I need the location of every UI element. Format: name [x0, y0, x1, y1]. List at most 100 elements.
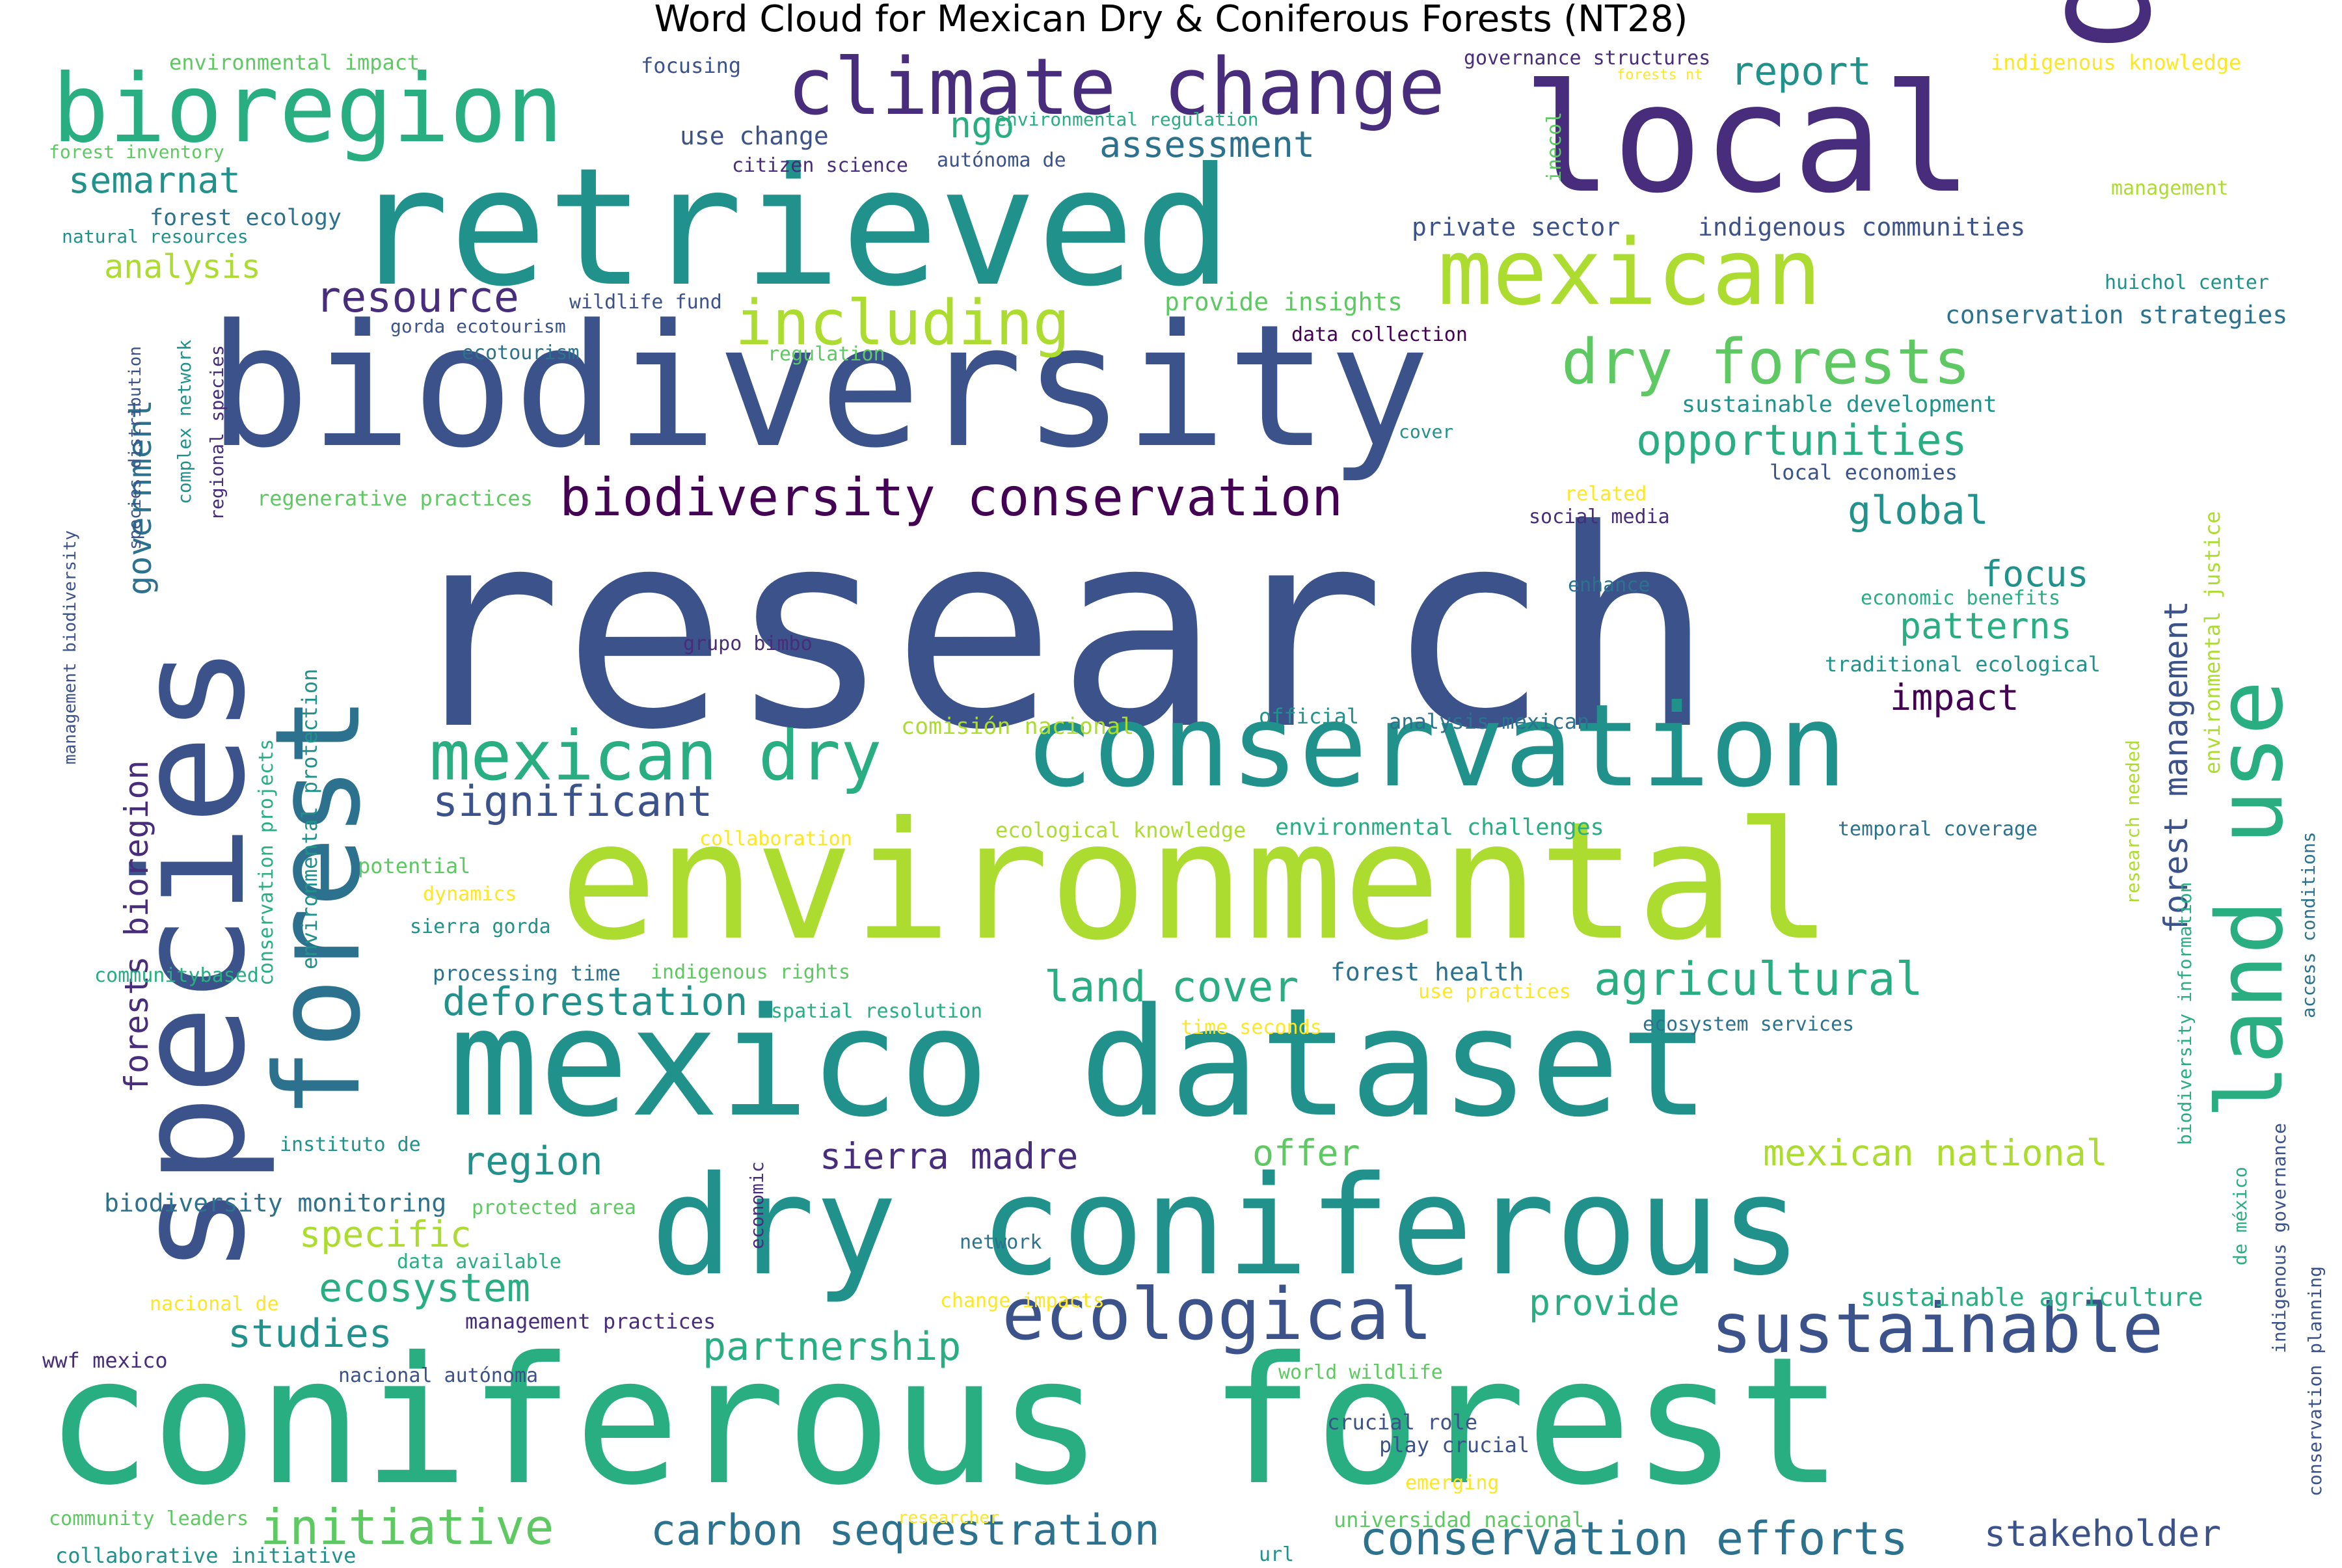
word-coniferous-forest: coniferous forest [46, 1319, 1844, 1524]
word-impact: impact [1890, 677, 2019, 718]
word-data-collection: data collection [1291, 323, 1468, 346]
word-regional-species: regional species [206, 345, 228, 520]
word-use-practices: use practices [1418, 980, 1571, 1003]
word-deforestation: deforestation [442, 979, 748, 1025]
word-cover: cover [1399, 421, 1454, 442]
word-temporal-coverage: temporal coverage [1838, 818, 2038, 841]
word-local-economies: local economies [1770, 460, 1958, 485]
word-climate-change: climate change [787, 42, 1446, 133]
word-aut-noma-de: autónoma de [937, 149, 1066, 172]
chart-title: Word Cloud for Mexican Dry & Coniferous … [654, 0, 1688, 40]
word-conservation-planning: conservation planning [2304, 1265, 2326, 1496]
word-biodiversity-monitoring: biodiversity monitoring [104, 1189, 447, 1217]
word-local: local [1522, 53, 1973, 226]
word-use-change: use change [680, 122, 829, 150]
word-focus: focus [1981, 553, 2089, 595]
word-data-available: data available [397, 1250, 561, 1273]
word-nacional-de: nacional de [150, 1293, 279, 1316]
word-forest-health: forest health [1330, 958, 1524, 986]
word-dry-coniferous: dry coniferous [651, 1146, 1803, 1306]
word-mexican: mexican [1438, 220, 1822, 326]
word-management: management [2111, 177, 2229, 200]
word-forests-bioregion: forests bioregion [118, 760, 155, 1093]
word-biodiversity-information: biodiversity information [2174, 882, 2196, 1145]
word-bioregion: bioregion [52, 54, 563, 164]
word-biodiversity-conservation: biodiversity conservation [559, 467, 1343, 528]
word-nacional-aut-noma: nacional autónoma [338, 1364, 539, 1387]
word-gorda-ecotourism: gorda ecotourism [390, 316, 566, 337]
word-specific: specific [299, 1213, 472, 1255]
word-dynamics: dynamics [423, 883, 517, 906]
word-research-needed: research needed [2122, 740, 2144, 904]
word-conservation: conservation [1025, 681, 1848, 813]
word-complex-network: complex network [174, 340, 195, 504]
word-environmental: environmental [559, 787, 1833, 976]
word-emerging: emerging [1405, 1472, 1500, 1494]
word-communitybased: communitybased [94, 964, 259, 987]
word-community-leaders: community leaders [49, 1507, 249, 1530]
word-processing-time: processing time [433, 961, 621, 986]
word-access-conditions: access conditions [2298, 831, 2319, 1018]
word-semarnat: semarnat [68, 159, 241, 201]
word-de-m-xico: de méxico [2229, 1167, 2251, 1265]
word-world-wildlife: world wildlife [1278, 1361, 1443, 1384]
word-global: global [1848, 488, 1989, 534]
word-retrieved: retrieved [351, 133, 1233, 322]
word-spatial-resolution: spatial resolution [771, 1000, 983, 1023]
word-conservation-projects: conservation projects [255, 738, 278, 986]
word-indigenous-communities: indigenous communities [1698, 213, 2026, 241]
word-analysis-mexican: analysis mexican [1389, 709, 1590, 734]
word-environmental-challenges: environmental challenges [1275, 815, 1604, 841]
word-significant: significant [433, 777, 713, 826]
word-ecological: ecological [1002, 1273, 1433, 1356]
word-ecosystem-services: ecosystem services [1643, 1013, 1855, 1036]
word-sustainable-agriculture: sustainable agriculture [1861, 1283, 2203, 1312]
word-indigenous-governance: indigenous governance [2268, 1122, 2290, 1353]
word-provide-insights: provide insights [1164, 288, 1403, 316]
word-forests-nt: forests nt [1617, 67, 1703, 83]
word-change-impacts: change impacts [940, 1290, 1105, 1312]
word-private-sector: private sector [1412, 213, 1621, 241]
word-conservation-strategies: conservation strategies [1945, 301, 2288, 329]
word-ecosystem: ecosystem [319, 1265, 531, 1311]
word-citizen-science: citizen science [732, 154, 908, 177]
word-huichol-center: huichol center [2105, 271, 2269, 294]
word-environmental-protection: environmental protection [297, 668, 322, 969]
word-regulation: regulation [768, 343, 885, 366]
word-research: research [398, 472, 1714, 790]
word-dry-forests: dry forests [1561, 327, 1971, 398]
word-mexican-dry: mexican dry [429, 716, 882, 796]
word-forest-inventory: forest inventory [49, 141, 224, 163]
word-conservation-efforts: conservation efforts [1360, 1512, 1908, 1565]
word-wildlife-fund: wildlife fund [569, 291, 722, 314]
word-species-distribution: species distribution [126, 345, 145, 550]
word-grupo-bimbo: grupo bimbo [683, 632, 813, 655]
word-ecotourism: ecotourism [462, 342, 580, 364]
word-traditional-ecological: traditional ecological [1825, 652, 2101, 677]
word-resource: resource [316, 273, 520, 322]
word-crucial-role: crucial role [1327, 1410, 1478, 1435]
word-official: official [1259, 704, 1360, 729]
word-researcher: researcher [898, 1508, 1000, 1528]
word-mexican-national: mexican national [1763, 1132, 2108, 1174]
word-economic-benefits: economic benefits [1861, 587, 2061, 610]
word-assessment: assessment [1099, 124, 1315, 165]
word-forest-ecology: forest ecology [150, 205, 342, 231]
word-partnership: partnership [703, 1324, 962, 1370]
word-url: url [1259, 1543, 1295, 1566]
word-enhance: enhance [1568, 574, 1650, 597]
word-universidad-nacional: universidad nacional [1334, 1507, 1585, 1532]
word-region: region [462, 1139, 603, 1184]
word-play-crucial: play crucial [1379, 1433, 1530, 1457]
word-report: report [1730, 49, 1872, 94]
word-patterns: patterns [1900, 605, 2072, 647]
word-social-media: social media [1529, 506, 1670, 528]
word-protected-area: protected area [472, 1196, 636, 1219]
word-natural-resources: natural resources [62, 226, 249, 247]
word-agricultural: agricultural [1594, 953, 1923, 1006]
word-sustainable: sustainable [1711, 1289, 2164, 1368]
word-indigenous-rights: indigenous rights [651, 961, 851, 984]
word-analysis: analysis [104, 248, 261, 286]
word-indigenous-knowledge: indigenous knowledge [1991, 50, 2242, 75]
